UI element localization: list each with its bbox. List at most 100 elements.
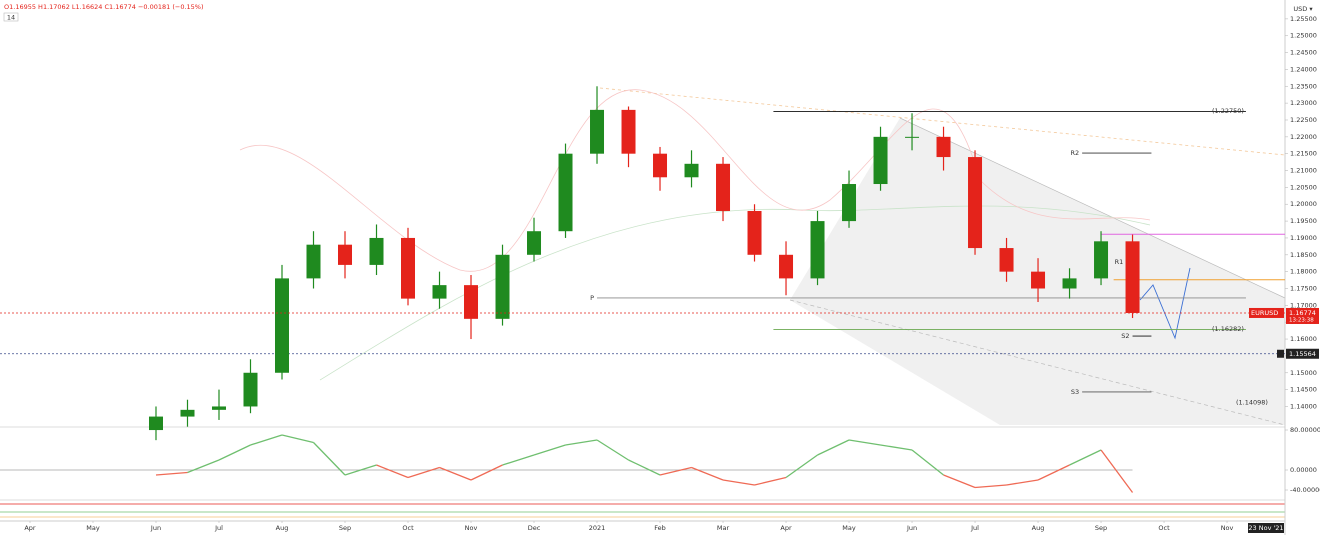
projection xyxy=(1139,267,1191,340)
x-tick-label: Jun xyxy=(906,524,917,532)
x-tick-label: Apr xyxy=(24,524,36,532)
oscillator-segment xyxy=(754,476,787,486)
y-tick-label: 1.25500 xyxy=(1290,15,1317,23)
alert-label-box xyxy=(1286,348,1319,359)
candle-body xyxy=(999,248,1014,272)
oscillator-segment xyxy=(596,439,629,461)
oscillator-segment xyxy=(659,466,692,476)
level-label: R2 xyxy=(1070,149,1079,157)
oscillator-segment xyxy=(376,464,409,479)
x-tick-label: Nov xyxy=(1221,524,1234,532)
candle-body xyxy=(369,237,384,265)
oscillator-segment xyxy=(1006,479,1039,486)
y-tick-label: 1.24500 xyxy=(1290,49,1317,57)
y-tick-label: 1.21000 xyxy=(1290,167,1317,175)
y-tick-label: 1.16000 xyxy=(1290,335,1317,343)
symbol-box xyxy=(1249,307,1284,318)
osc-tick-label: 0.00000 xyxy=(1290,466,1317,474)
oscillator-segment xyxy=(911,449,944,476)
x-tick-label: Dec xyxy=(528,524,541,532)
y-tick-label: 1.19000 xyxy=(1290,234,1317,242)
alert-label: 1.15564 xyxy=(1289,350,1316,358)
oscillator-segment xyxy=(1069,449,1102,466)
level-label: R1 xyxy=(1115,258,1124,266)
candle-body xyxy=(338,244,353,265)
oscillator-segment xyxy=(785,454,818,479)
level-label: (1.14098) xyxy=(1236,399,1268,407)
candle-body xyxy=(810,221,825,279)
date-box xyxy=(1248,523,1284,533)
candle-body xyxy=(148,416,163,431)
x-tick-label: Sep xyxy=(339,524,351,532)
x-tick-label: Aug xyxy=(276,524,289,532)
level-label: S2 xyxy=(1121,332,1129,340)
oscillator-segment xyxy=(1100,449,1134,493)
y-tick-label: 1.17500 xyxy=(1290,285,1317,293)
x-tick-label: Nov xyxy=(465,524,478,532)
alert-badge xyxy=(1277,349,1284,358)
y-tick-label: 1.23500 xyxy=(1290,82,1317,90)
x-tick-label: Jun xyxy=(150,524,161,532)
channel-line xyxy=(789,299,1286,426)
level-label: (1.16282) xyxy=(1212,325,1244,333)
y-tick-label: 1.20000 xyxy=(1290,200,1317,208)
trend-line xyxy=(599,87,1286,156)
candle-body xyxy=(211,406,226,410)
x-tick-label: Sep xyxy=(1095,524,1107,532)
y-tick-label: 1.21500 xyxy=(1290,150,1317,158)
y-tick-label: 1.22500 xyxy=(1290,116,1317,124)
candle-body xyxy=(747,210,762,255)
candle-body xyxy=(306,244,321,279)
candle-body xyxy=(432,285,447,299)
candle-body xyxy=(243,372,258,407)
y-tick-label: 1.14500 xyxy=(1290,386,1317,394)
candle-body xyxy=(905,136,920,138)
oscillator-segment xyxy=(848,439,881,446)
y-tick-label: 1.19500 xyxy=(1290,217,1317,225)
oscillator-segment xyxy=(1037,464,1070,481)
interval[interactable]: 14 xyxy=(7,14,15,22)
candle-body xyxy=(495,254,510,319)
oscillator-segment xyxy=(502,454,535,466)
oscillator-segment xyxy=(407,466,440,479)
x-tick-label: Jul xyxy=(214,524,223,532)
oscillator-segment xyxy=(439,466,472,481)
level-label: (1.22750) xyxy=(1212,107,1244,115)
candle-body xyxy=(968,157,983,249)
candle-body xyxy=(1062,278,1077,289)
oscillator-segment xyxy=(974,484,1007,489)
moving-average xyxy=(319,205,1151,381)
oscillator-segment xyxy=(565,439,598,446)
candle-body xyxy=(590,109,605,154)
x-tick-label: Jul xyxy=(970,524,979,532)
x-tick-label: 2021 xyxy=(589,524,606,532)
candle-body xyxy=(464,285,479,319)
date-label: 23 Nov '21 xyxy=(1248,524,1283,532)
currency[interactable]: USD ▾ xyxy=(1293,5,1313,13)
countdown: 13:23:38 xyxy=(1289,317,1314,323)
candle-body xyxy=(527,231,542,255)
oscillator-segment xyxy=(344,464,377,476)
channel-line xyxy=(899,117,1286,299)
candle-body xyxy=(936,136,951,158)
oscillator-segment xyxy=(817,439,850,456)
candle-body xyxy=(180,409,195,417)
candle-body xyxy=(401,237,416,299)
x-tick-label: Mar xyxy=(717,524,730,532)
x-tick-label: Apr xyxy=(780,524,792,532)
oscillator-segment xyxy=(943,474,976,489)
oscillator-segment xyxy=(691,466,724,481)
x-tick-label: May xyxy=(86,524,100,532)
candle-body xyxy=(1125,241,1140,313)
candle-body xyxy=(558,153,573,232)
symbol: EURUSD xyxy=(1251,309,1278,317)
x-tick-label: Oct xyxy=(1158,524,1170,532)
candle-body xyxy=(653,153,668,178)
x-tick-label: Aug xyxy=(1032,524,1045,532)
y-tick-label: 1.15000 xyxy=(1290,369,1317,377)
candle-body xyxy=(873,136,888,185)
interval-box[interactable] xyxy=(3,12,19,22)
oscillator-segment xyxy=(155,471,188,476)
y-tick-label: 1.23000 xyxy=(1290,99,1317,107)
